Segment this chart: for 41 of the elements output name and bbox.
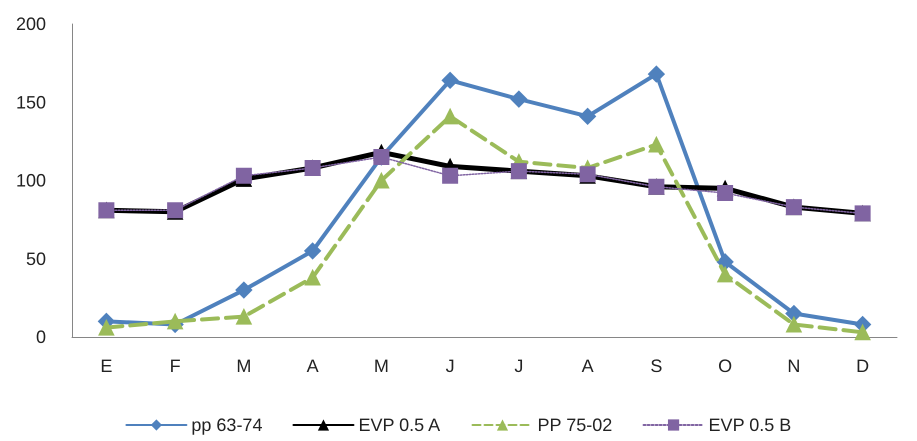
point: [442, 108, 458, 124]
point: [442, 168, 458, 184]
x-tick-label: M: [374, 356, 389, 376]
x-tick-label: M: [236, 356, 252, 376]
y-tick-label: 150: [16, 92, 46, 112]
x-tick-label: J: [514, 356, 524, 376]
point: [785, 305, 802, 322]
x-tick-label: A: [582, 356, 594, 376]
x-tick-label: A: [306, 356, 319, 376]
legend-label: PP 75-02: [538, 415, 612, 435]
point: [717, 266, 734, 282]
x-tick-label: N: [787, 356, 800, 376]
point: [373, 172, 390, 188]
legend-label: pp 63-74: [191, 415, 262, 435]
legend-label: EVP 0.5 A: [358, 415, 440, 435]
point: [510, 90, 528, 108]
point: [236, 308, 252, 325]
point: [98, 320, 114, 336]
point: [717, 185, 734, 202]
legend-label: EVP 0.5 B: [708, 415, 792, 435]
x-tick-label: J: [446, 356, 455, 376]
point: [854, 324, 871, 340]
point: [167, 313, 184, 330]
y-tick-label: 200: [16, 14, 46, 34]
x-tick-label: O: [718, 356, 732, 376]
point: [579, 108, 596, 125]
point: [442, 72, 459, 89]
point: [648, 66, 665, 83]
point: [304, 270, 321, 286]
y-tick-label: 0: [36, 327, 46, 347]
point: [648, 136, 664, 153]
y-tick-label: 100: [16, 170, 46, 190]
y-tick-label: 50: [26, 248, 46, 269]
point: [304, 242, 322, 260]
x-tick-label: F: [170, 356, 181, 376]
point: [236, 168, 252, 184]
point: [786, 316, 802, 332]
x-tick-label: E: [100, 356, 112, 376]
point: [235, 282, 252, 299]
x-tick-label: S: [650, 356, 662, 376]
x-tick-label: D: [856, 356, 870, 376]
